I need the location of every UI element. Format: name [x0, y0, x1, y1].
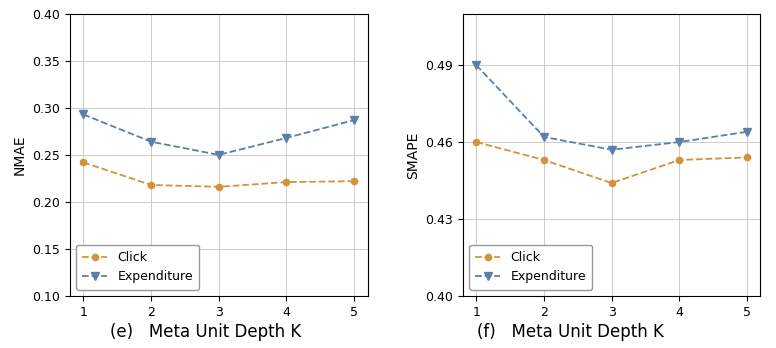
Click	[147, 183, 156, 187]
Expenditure	[78, 112, 88, 117]
Expenditure	[349, 118, 359, 122]
Expenditure	[607, 148, 616, 152]
Expenditure	[282, 136, 291, 140]
Click	[282, 180, 291, 184]
Line: Click: Click	[473, 139, 750, 186]
Expenditure	[472, 63, 481, 67]
Line: Expenditure: Expenditure	[80, 111, 358, 159]
Legend: Click, Expenditure: Click, Expenditure	[469, 245, 592, 290]
Line: Click: Click	[80, 159, 357, 190]
Expenditure	[539, 135, 549, 139]
Click	[214, 185, 223, 189]
Click	[472, 140, 481, 144]
Expenditure	[743, 130, 752, 134]
Expenditure	[214, 153, 223, 157]
Y-axis label: SMAPE: SMAPE	[406, 131, 420, 179]
Click	[607, 181, 616, 185]
Expenditure	[147, 140, 156, 144]
Click	[539, 158, 549, 162]
Click	[743, 155, 752, 159]
Y-axis label: NMAE: NMAE	[12, 135, 26, 175]
Line: Expenditure: Expenditure	[473, 61, 750, 153]
Click	[674, 158, 684, 162]
Legend: Click, Expenditure: Click, Expenditure	[76, 245, 199, 290]
Text: (f)   Meta Unit Depth K: (f) Meta Unit Depth K	[477, 323, 663, 341]
Click	[78, 160, 88, 165]
Expenditure	[674, 140, 684, 144]
Click	[349, 179, 359, 183]
Text: (e)   Meta Unit Depth K: (e) Meta Unit Depth K	[110, 323, 301, 341]
